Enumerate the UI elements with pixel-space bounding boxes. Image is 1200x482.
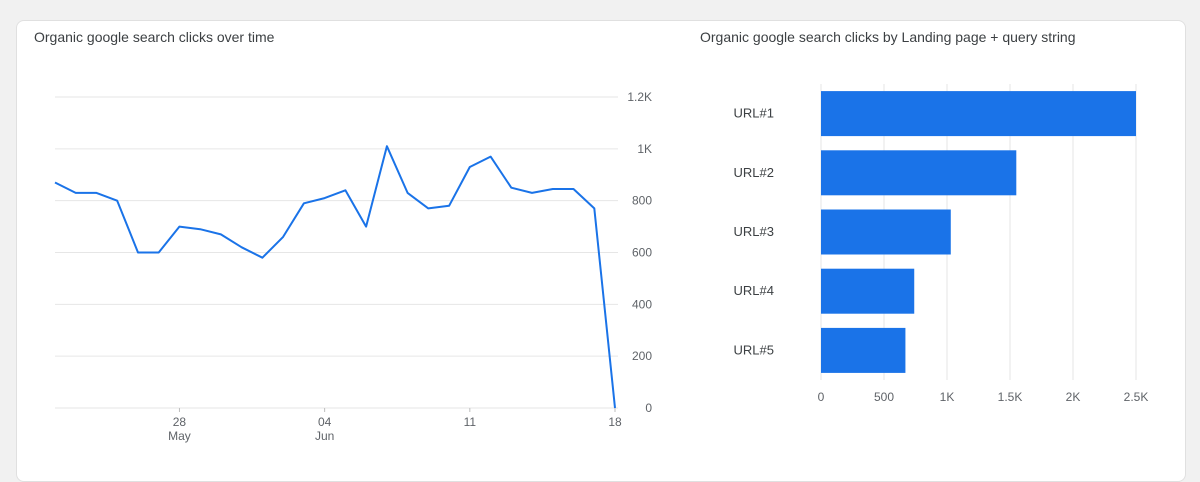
x-tick-label: 500	[874, 390, 894, 404]
x-tick-label: 1K	[940, 390, 955, 404]
y-tick-label: 200	[632, 349, 652, 363]
bar-chart-title: Organic google search clicks by Landing …	[700, 29, 1076, 45]
x-tick-label: 0	[818, 390, 825, 404]
x-tick-month-label: Jun	[315, 429, 334, 443]
y-tick-label: 0	[645, 401, 652, 415]
category-label: URL#1	[734, 106, 774, 121]
series-line	[54, 145, 616, 409]
y-tick-label: 600	[632, 246, 652, 260]
x-tick-label: 28	[173, 415, 187, 429]
y-tick-label: 400	[632, 297, 652, 311]
bar	[821, 209, 951, 255]
bar	[821, 91, 1136, 137]
x-tick-label: 1.5K	[998, 390, 1023, 404]
category-label: URL#5	[734, 342, 774, 357]
bar-chart: 0 500 1K 1.5K 2K 2.5K URL#1 URL#2 URL#3 URL#4 URL#…	[734, 84, 1149, 404]
x-tick-label: 11	[464, 415, 477, 429]
x-tick-label: 04	[318, 415, 332, 429]
bar	[821, 327, 906, 373]
x-tick-label: 2.5K	[1124, 390, 1149, 404]
line-chart-title: Organic google search clicks over time	[34, 29, 275, 45]
y-tick-label: 1K	[637, 142, 652, 156]
bar	[821, 150, 1017, 196]
category-label: URL#2	[734, 165, 774, 180]
category-label: URL#4	[734, 283, 774, 298]
x-tick-month-label: May	[168, 429, 191, 443]
x-tick-label: 18	[608, 415, 622, 429]
y-tick-label: 800	[632, 194, 652, 208]
bar	[821, 268, 915, 314]
y-tick-label: 1.2K	[627, 90, 652, 104]
category-label: URL#3	[734, 224, 774, 239]
x-tick-label: 2K	[1066, 390, 1081, 404]
